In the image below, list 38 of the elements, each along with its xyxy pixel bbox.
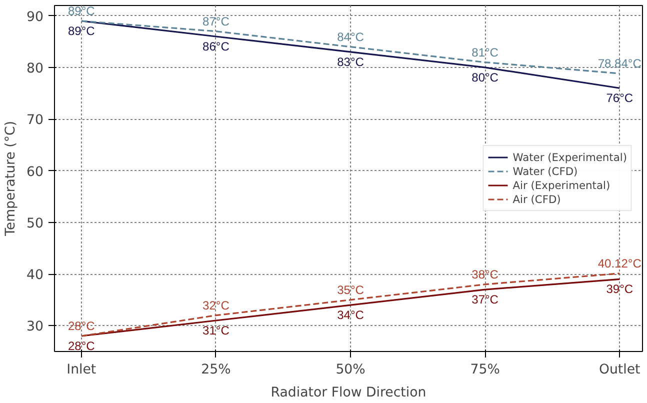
x-tick-label: Outlet <box>598 362 640 378</box>
data-label: 80°C <box>472 70 499 84</box>
x-tick-label: Inlet <box>66 362 96 378</box>
y-tick-label: 80 <box>26 61 44 76</box>
y-tick-label: 90 <box>26 10 44 25</box>
y-tick-label: 60 <box>26 164 44 180</box>
x-tick-label: 50% <box>336 362 366 378</box>
data-label: 32°C <box>202 298 230 312</box>
y-tick-label: 40 <box>26 268 44 284</box>
x-tick-label: 75% <box>470 362 500 378</box>
data-label: 86°C <box>202 39 230 54</box>
data-label: 40.12°C <box>598 256 642 270</box>
y-tick-label: 50 <box>26 216 44 232</box>
legend-label: Air (CFD) <box>512 192 561 206</box>
legend-label: Water (Experimental) <box>512 150 627 164</box>
x-tick-label: 25% <box>201 362 231 378</box>
legend-label: Air (Experimental) <box>512 178 610 192</box>
data-label: 34°C <box>337 308 364 322</box>
data-label: 89°C <box>68 4 96 18</box>
data-label: 38°C <box>472 267 499 282</box>
data-label: 83°C <box>337 54 364 69</box>
data-label: 28°C <box>68 319 96 334</box>
y-tick-label: 70 <box>26 113 44 128</box>
data-label: 87°C <box>202 14 230 28</box>
data-label: 78.84°C <box>598 56 642 70</box>
data-label: 37°C <box>472 292 499 307</box>
data-label: 31°C <box>202 324 230 338</box>
legend-label: Water (CFD) <box>512 164 578 178</box>
data-label: 39°C <box>606 282 634 296</box>
data-label: 81°C <box>472 45 499 60</box>
y-axis-title: Temperature (°C) <box>4 120 19 238</box>
data-label: 84°C <box>337 30 364 44</box>
y-tick-label: 30 <box>26 320 44 335</box>
data-label: 76°C <box>606 91 634 106</box>
data-label: 35°C <box>337 282 364 297</box>
data-label: 89°C <box>68 24 96 38</box>
data-label: 28°C <box>68 339 96 354</box>
x-axis-title: Radiator Flow Direction <box>270 386 426 400</box>
